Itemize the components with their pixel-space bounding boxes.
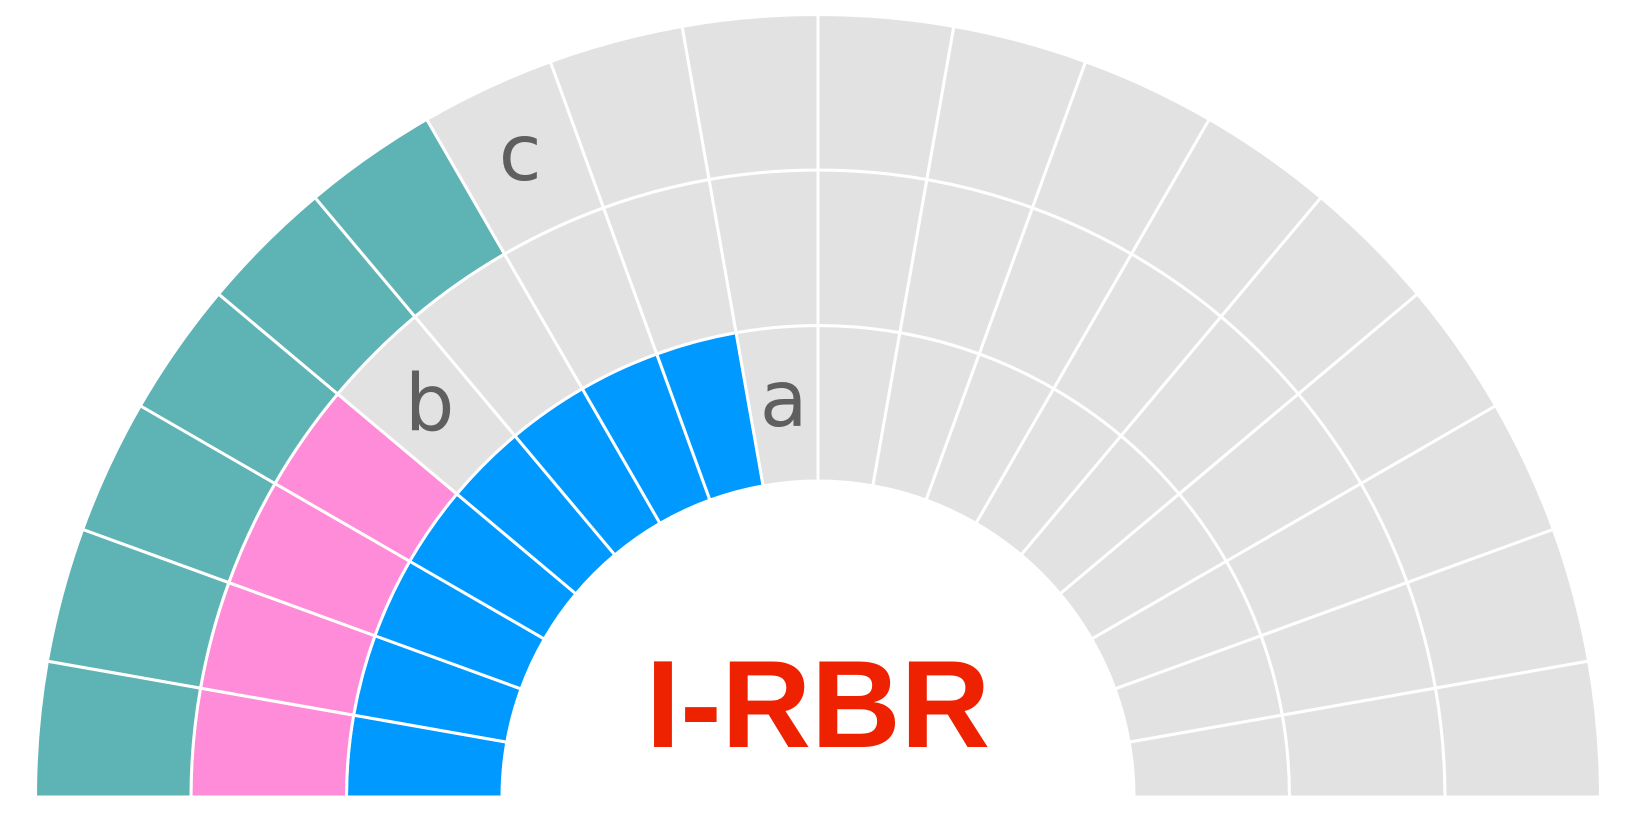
- ring-labels: a b c: [405, 109, 808, 449]
- ring-label: c: [499, 109, 542, 199]
- title: I-RBR: [646, 636, 990, 774]
- ring-label: b: [405, 359, 455, 449]
- empty-segment: [1433, 659, 1603, 799]
- ring-label: a: [760, 355, 808, 445]
- rings: [33, 12, 1603, 799]
